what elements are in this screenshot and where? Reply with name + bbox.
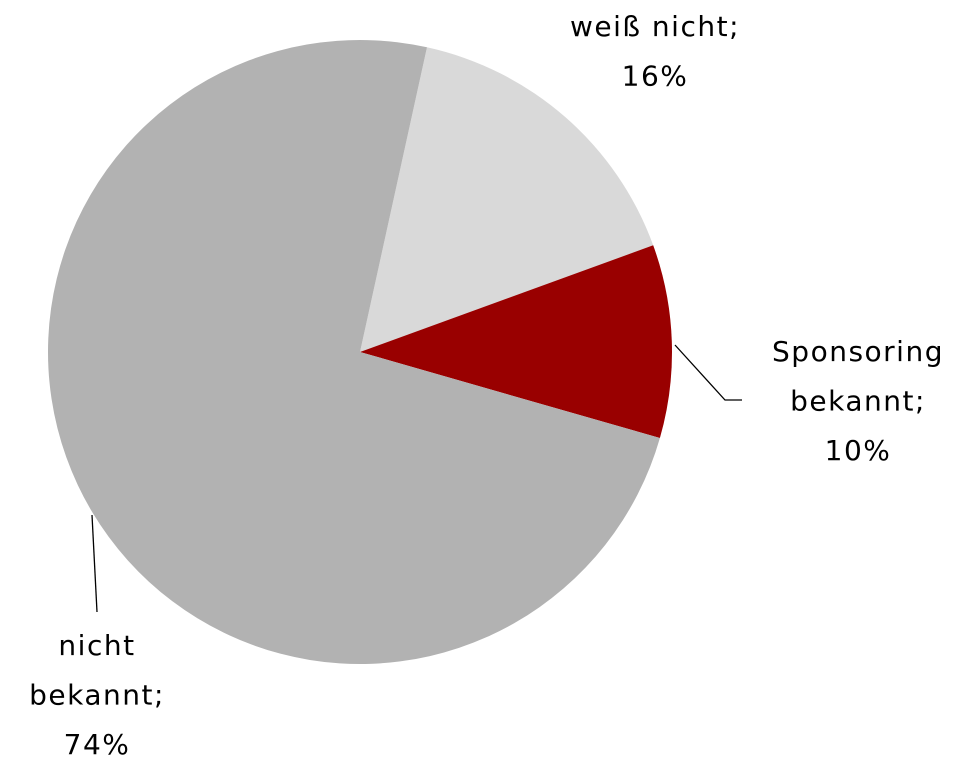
leader-line	[674, 344, 742, 401]
category-label: weiß nicht;	[570, 10, 740, 43]
category-label: Sponsoring bekannt;	[772, 335, 944, 418]
label-line: bekannt;	[29, 679, 165, 712]
pie-slice	[47, 39, 660, 664]
value-label: 16%	[622, 60, 689, 93]
label-line: Sponsoring	[772, 335, 944, 368]
pie-slice	[360, 47, 654, 352]
label-line: nicht	[58, 629, 135, 662]
labels: weiß nicht; 16% Sponsoring bekannt; 10% nicht…	[29, 10, 944, 758]
label-line: bekannt;	[790, 385, 926, 418]
value-label: 74%	[64, 728, 131, 758]
pie-slice	[360, 245, 672, 438]
pie	[47, 39, 672, 664]
category-label: nicht bekannt;	[29, 629, 165, 712]
value-label: 10%	[825, 434, 892, 467]
leader-line	[91, 514, 98, 613]
label-line: weiß nicht;	[570, 10, 740, 43]
